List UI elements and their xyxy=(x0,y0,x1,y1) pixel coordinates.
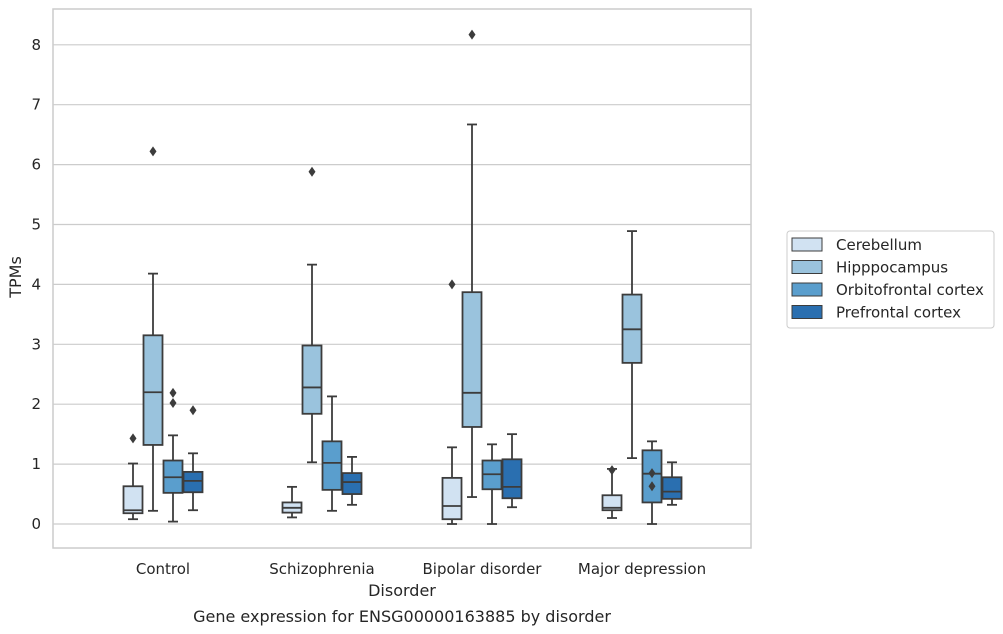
y-tick-label: 2 xyxy=(31,395,41,413)
box-prefrontal-cortex xyxy=(501,433,523,509)
box-iqr xyxy=(341,472,363,495)
box-orbitofrontal-cortex xyxy=(641,440,663,525)
box-iqr xyxy=(122,485,144,515)
box-iqr xyxy=(301,344,323,415)
y-axis-label: TPMs xyxy=(6,256,25,299)
legend: Cerebellum Hipppocampus Orbitofrontal cort… xyxy=(786,230,995,329)
box-prefrontal-cortex xyxy=(341,456,363,506)
box-iqr xyxy=(321,440,343,491)
box-plot-area xyxy=(122,29,683,525)
y-tick-label: 6 xyxy=(31,156,41,174)
box-prefrontal-cortex xyxy=(182,405,204,512)
box-orbitofrontal-cortex xyxy=(481,443,503,525)
legend-label: Orbitofrontal cortex xyxy=(836,281,984,299)
y-tick-label: 3 xyxy=(31,335,41,353)
legend-label: Prefrontal cortex xyxy=(836,304,961,322)
y-tick-label: 0 xyxy=(31,515,41,533)
box-cerebellum xyxy=(601,465,623,519)
x-tick-label: Schizophrenia xyxy=(269,560,374,578)
box-iqr xyxy=(601,494,623,512)
outlier-point xyxy=(149,146,157,157)
y-tick-label: 1 xyxy=(31,455,41,473)
legend-swatch xyxy=(791,237,823,252)
box-iqr xyxy=(142,334,164,446)
x-tick-label: Major depression xyxy=(578,560,706,578)
y-tick-label: 8 xyxy=(31,36,41,54)
outlier-point xyxy=(608,465,616,476)
x-axis-ticks: Control Schizophrenia Bipolar disorder Majo… xyxy=(136,560,706,578)
box-orbitofrontal-cortex xyxy=(321,395,343,512)
y-tick-label: 4 xyxy=(31,275,41,293)
box-orbitofrontal-cortex xyxy=(162,387,184,523)
outlier-point xyxy=(468,29,476,40)
box-prefrontal-cortex xyxy=(661,461,683,506)
box-cerebellum xyxy=(441,279,463,525)
box-hipppocampus xyxy=(301,166,323,464)
x-tick-label: Control xyxy=(136,560,190,578)
outlier-point xyxy=(648,481,656,492)
outlier-point xyxy=(448,279,456,290)
box-cerebellum xyxy=(122,433,144,521)
legend-swatch xyxy=(791,260,823,274)
x-axis-label: Disorder xyxy=(368,581,436,600)
plot-frame xyxy=(52,8,752,549)
legend-label: Hipppocampus xyxy=(836,259,948,277)
box-iqr xyxy=(501,458,523,500)
legend-label: Cerebellum xyxy=(836,236,922,254)
x-tick-label: Bipolar disorder xyxy=(423,560,543,578)
outlier-point xyxy=(189,405,197,416)
box-iqr xyxy=(661,476,683,500)
box-hipppocampus xyxy=(142,146,164,512)
y-axis-ticks: 0 1 2 3 4 5 6 7 8 xyxy=(31,36,41,533)
chart-caption: Gene expression for ENSG00000163885 by d… xyxy=(193,607,611,626)
outlier-point xyxy=(648,468,656,479)
box-hipppocampus xyxy=(461,29,483,498)
outlier-point xyxy=(308,166,316,177)
box-iqr xyxy=(441,476,463,521)
box-iqr xyxy=(461,291,483,428)
outlier-point xyxy=(169,398,177,409)
legend-swatch xyxy=(791,305,823,319)
outlier-point xyxy=(169,387,177,398)
legend-swatch xyxy=(791,282,823,297)
outlier-point xyxy=(129,433,137,444)
y-tick-label: 5 xyxy=(31,216,41,234)
box-iqr xyxy=(182,470,204,494)
box-cerebellum xyxy=(281,485,303,519)
box-hipppocampus xyxy=(621,230,643,460)
legend-frame xyxy=(786,230,995,329)
y-tick-label: 7 xyxy=(31,96,41,114)
